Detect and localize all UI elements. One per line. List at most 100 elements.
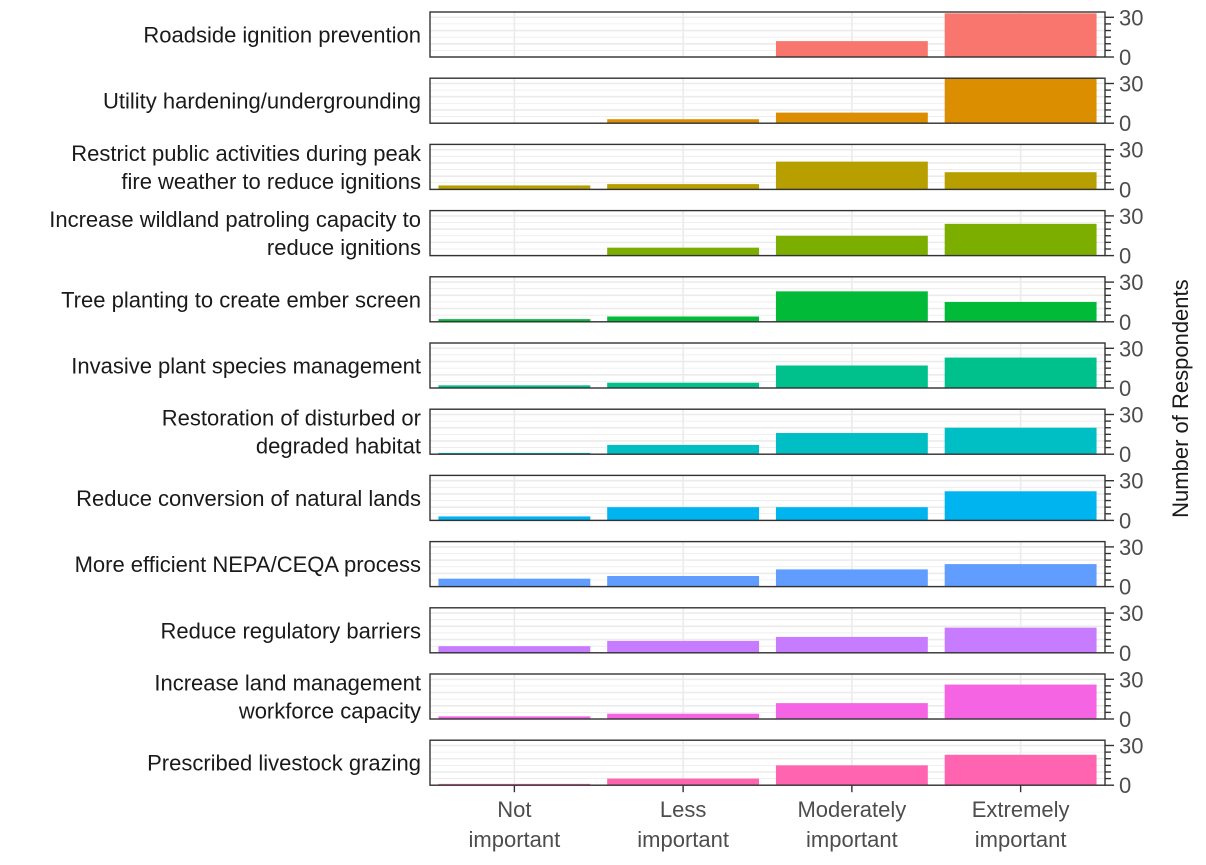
panel-restrict-public-activities-during-peak-fire-weather-to-reduce-ignitions: 0 30 Restrict public activities during pea… — [71, 138, 1143, 203]
panel-label: More efficient NEPA/CEQA process — [75, 552, 421, 577]
y-tick-label: 0 — [1119, 773, 1131, 798]
panel-more-efficient-nepa-ceqa-process: 0 30 More efficient NEPA/CEQA process — [75, 535, 1144, 600]
y-tick-label: 30 — [1119, 336, 1143, 361]
y-tick-label: 30 — [1119, 601, 1143, 626]
bar-moderately-important — [775, 703, 928, 719]
panel-label: Roadside ignition prevention — [143, 23, 421, 48]
y-tick-label: 30 — [1119, 5, 1143, 30]
bar-extremely-important — [944, 172, 1097, 190]
bar-extremely-important — [944, 564, 1097, 587]
x-tick-label: important — [469, 827, 561, 852]
y-tick-label: 0 — [1119, 45, 1131, 70]
panel-label: Utility hardening/undergrounding — [103, 89, 421, 114]
panel-border — [429, 607, 1106, 654]
panel-roadside-ignition-prevention: 0 30 Roadside ignition prevention — [143, 5, 1143, 70]
bar-extremely-important — [944, 684, 1097, 719]
x-axis: Not important Less important Moderately impor… — [469, 785, 1070, 852]
panel-label: fire weather to reduce ignitions — [121, 169, 421, 194]
bar-moderately-important — [775, 569, 928, 587]
panel-border — [429, 209, 1106, 257]
panel-label: Restrict public activities during peak — [71, 141, 422, 166]
panel-label: Restoration of disturbed or — [162, 406, 421, 431]
bar-extremely-important — [944, 301, 1097, 322]
bar-moderately-important — [775, 765, 928, 786]
panel-border — [429, 342, 1106, 389]
panel-label: Tree planting to create ember screen — [61, 287, 421, 312]
bar-extremely-important — [944, 78, 1097, 124]
x-tick-label: Extremely — [972, 797, 1070, 822]
bar-less-important — [607, 382, 760, 388]
bar-moderately-important — [775, 291, 928, 322]
y-tick-label: 0 — [1119, 641, 1131, 666]
bar-moderately-important — [775, 235, 928, 256]
y-tick-label: 0 — [1119, 111, 1131, 136]
panel-border — [429, 739, 1106, 786]
y-tick-label: 30 — [1119, 667, 1143, 692]
bar-less-important — [607, 713, 760, 719]
bar-not-important — [438, 516, 591, 521]
panel-border — [429, 540, 1106, 588]
y-tick-label: 0 — [1119, 376, 1131, 401]
panel-border — [429, 408, 1106, 455]
y-tick-label: 0 — [1119, 177, 1131, 202]
bar-moderately-important — [775, 365, 928, 388]
panel-border — [429, 11, 1106, 58]
bar-moderately-important — [775, 433, 928, 455]
bar-extremely-important — [944, 357, 1097, 388]
bar-not-important — [438, 185, 591, 190]
panel-label: workforce capacity — [238, 699, 421, 724]
panel-invasive-plant-species-management: 0 30 Invasive plant species management — [71, 336, 1143, 401]
x-tick-label: important — [806, 827, 898, 852]
y-tick-label: 0 — [1119, 244, 1131, 269]
bar-extremely-important — [944, 427, 1097, 455]
bar-extremely-important — [944, 627, 1097, 653]
y-tick-label: 0 — [1119, 707, 1131, 732]
panel-increase-land-management-workforce-capacity: 0 30 Increase land management workforce cap… — [154, 667, 1143, 732]
y-tick-label: 30 — [1119, 535, 1143, 560]
bar-extremely-important — [944, 491, 1097, 521]
panel-prescribed-livestock-grazing: 0 30 Prescribed livestock grazing — [147, 733, 1143, 798]
panel-border — [429, 143, 1106, 191]
panel-tree-planting-to-create-ember-screen: 0 30 Tree planting to create ember screen — [61, 270, 1143, 335]
panel-label: Reduce regulatory barriers — [161, 618, 421, 643]
panel-label: degraded habitat — [256, 434, 421, 459]
panel-restoration-of-disturbed-or-degraded-habitat: 0 30 Restoration of disturbed or degraded h… — [162, 402, 1144, 467]
y-tick-label: 30 — [1119, 469, 1143, 494]
x-tick-label: Not — [497, 797, 531, 822]
panel-label: Invasive plant species management — [71, 354, 421, 379]
bar-extremely-important — [944, 223, 1097, 256]
x-tick-label: important — [975, 827, 1067, 852]
bar-less-important — [607, 576, 760, 587]
x-tick-label: important — [637, 827, 729, 852]
bar-less-important — [607, 778, 760, 786]
panel-label: Increase wildland patroling capacity to — [49, 207, 421, 232]
bar-less-important — [607, 119, 760, 124]
panel-label: Reduce conversion of natural lands — [76, 486, 421, 511]
bar-moderately-important — [775, 507, 928, 521]
bar-not-important — [438, 578, 591, 587]
bar-moderately-important — [775, 41, 928, 57]
panel-border — [429, 673, 1106, 720]
bar-moderately-important — [775, 112, 928, 124]
bar-moderately-important — [775, 636, 928, 653]
bar-not-important — [438, 385, 591, 388]
bar-extremely-important — [944, 754, 1097, 786]
x-tick-label: Less — [660, 797, 706, 822]
bar-not-important — [438, 319, 591, 322]
bar-less-important — [607, 184, 760, 190]
panel-increase-wildland-patroling-capacity-to-reduce-ignitions: 0 30 Increase wildland patroling capacity … — [49, 204, 1143, 269]
y-tick-label: 0 — [1119, 442, 1131, 467]
y-tick-label: 30 — [1119, 204, 1143, 229]
y-tick-label: 30 — [1119, 270, 1143, 295]
panel-border — [429, 276, 1106, 323]
bar-less-important — [607, 247, 760, 256]
y-tick-label: 0 — [1119, 310, 1131, 335]
y-axis-title: Number of Respondents — [1168, 279, 1193, 517]
y-tick-label: 30 — [1119, 733, 1143, 758]
y-tick-label: 0 — [1119, 508, 1131, 533]
panel-reduce-conversion-of-natural-lands: 0 30 Reduce conversion of natural lands — [76, 469, 1143, 534]
bar-less-important — [607, 507, 760, 521]
panel-label: reduce ignitions — [267, 235, 421, 260]
bar-moderately-important — [775, 161, 928, 190]
